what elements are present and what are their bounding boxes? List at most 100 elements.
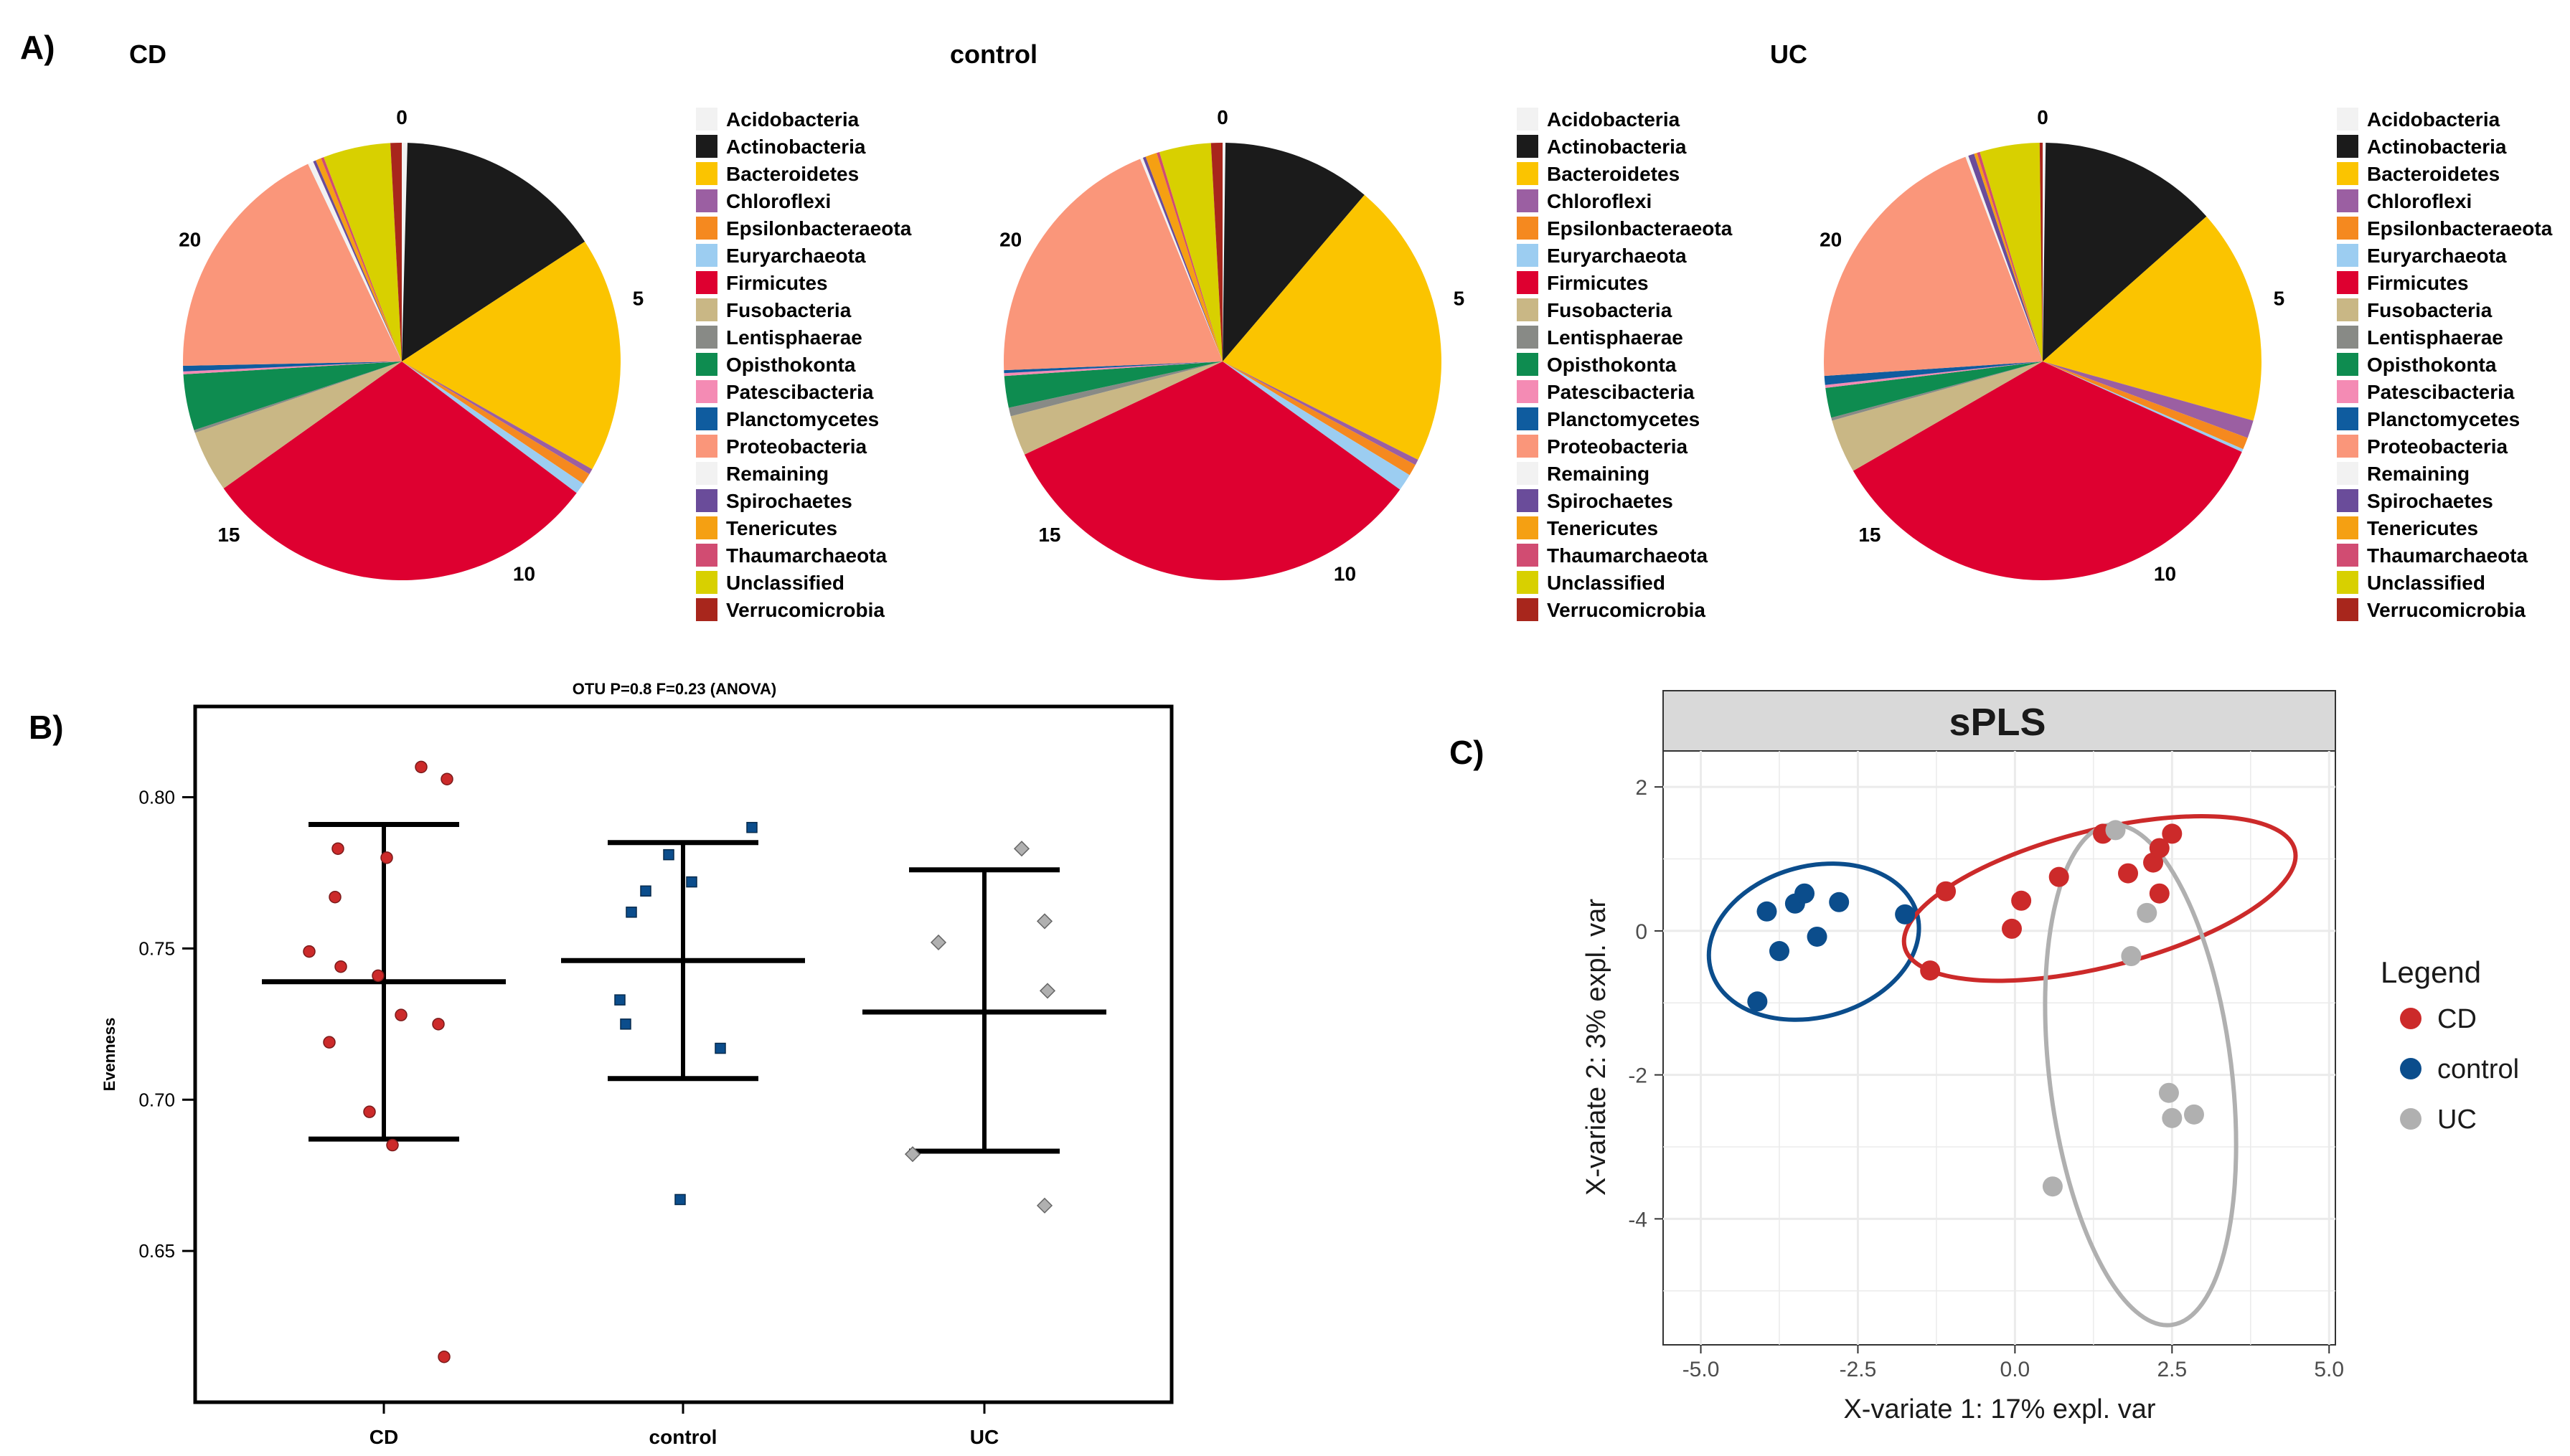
legend-swatch-lentisphaerae — [1517, 326, 1538, 349]
spls-legend-title: Legend — [2381, 955, 2481, 989]
evenness-y-tick-label: 0.70 — [138, 1089, 175, 1110]
pie-slice-bacteroidetes — [1223, 194, 1442, 460]
pie-clock-label: 10 — [2154, 562, 2176, 585]
pie-slice-opisthokonta — [1004, 361, 1223, 408]
pie-slice-euryarchaeota — [2043, 361, 2244, 453]
legend-label-verrucomicrobia: Verrucomicrobia — [2367, 599, 2526, 621]
evenness-point-uc — [930, 934, 947, 951]
evenness-point-control — [663, 848, 674, 861]
legend-swatch-verrucomicrobia — [2337, 598, 2358, 621]
legend-label-unclassified: Unclassified — [726, 572, 844, 594]
legend-swatch-bacteroidetes — [1517, 162, 1538, 185]
spls-point-control — [1794, 883, 1815, 904]
legend-swatch-fusobacteria — [1517, 298, 1538, 321]
legend-swatch-spirochaetes — [1517, 489, 1538, 512]
legend-label-remaining: Remaining — [2367, 463, 2470, 485]
pie-slice-patescibacteria — [1004, 361, 1223, 377]
pie-slice-proteobacteria — [1003, 159, 1223, 371]
spls-y-tick-label: 0 — [1635, 920, 1647, 944]
pie-slice-actinobacteria — [2043, 143, 2207, 361]
legend-label-thaumarchaeota: Thaumarchaeota — [726, 544, 887, 567]
pie-clock-label: 20 — [179, 229, 201, 251]
legend-swatch-unclassified — [2337, 571, 2358, 594]
legend-label-planctomycetes: Planctomycetes — [1547, 408, 1700, 430]
pie-slice-spirochaetes — [313, 160, 402, 361]
legend-label-bacteroidetes: Bacteroidetes — [2367, 163, 2500, 185]
evenness-y-label: Evenness — [100, 1018, 118, 1092]
legend-label-lentisphaerae: Lentisphaerae — [2367, 326, 2503, 349]
pie-slice-thaumarchaeota — [1157, 151, 1223, 362]
evenness-point-cd — [363, 1105, 376, 1118]
legend-swatch-bacteroidetes — [696, 162, 717, 185]
legend-swatch-bacteroidetes — [2337, 162, 2358, 185]
legend-swatch-unclassified — [1517, 571, 1538, 594]
legend-label-lentisphaerae: Lentisphaerae — [1547, 326, 1683, 349]
spls-y-tick-label: -2 — [1628, 1064, 1647, 1088]
legend-swatch-epsilonbacteraeota — [1517, 217, 1538, 240]
legend-swatch-verrucomicrobia — [1517, 598, 1538, 621]
legend-swatch-spirochaetes — [2337, 489, 2358, 512]
spls-point-uc — [2105, 820, 2126, 841]
legend-swatch-spirochaetes — [696, 489, 717, 512]
pie-slice-remaining — [308, 161, 402, 361]
evenness-point-cd — [372, 969, 385, 983]
pie-title: UC — [1770, 39, 1807, 69]
evenness-y-tick-label: 0.75 — [138, 937, 175, 959]
pie-slice-chloroflexi — [402, 361, 593, 475]
legend-label-euryarchaeota: Euryarchaeota — [726, 245, 866, 267]
legend-label-verrucomicrobia: Verrucomicrobia — [726, 599, 885, 621]
pie-slice-actinobacteria — [402, 143, 585, 361]
pie-slice-bacteroidetes — [2043, 216, 2262, 421]
legend-swatch-thaumarchaeota — [1517, 544, 1538, 567]
legend-swatch-chloroflexi — [1517, 189, 1538, 212]
pie-slice-acidobacteria — [2043, 143, 2046, 361]
pie-slice-acidobacteria — [402, 142, 408, 361]
legend-swatch-proteobacteria — [1517, 435, 1538, 458]
legend-label-fusobacteria: Fusobacteria — [1547, 299, 1672, 321]
evenness-point-control — [674, 1193, 686, 1206]
legend-label-spirochaetes: Spirochaetes — [726, 490, 852, 512]
pie-slice-tenericutes — [316, 158, 402, 362]
legend-swatch-planctomycetes — [1517, 407, 1538, 430]
evenness-point-uc — [1013, 841, 1030, 857]
spls-legend-key-uc — [2400, 1108, 2421, 1130]
pie-clock-label: 15 — [1858, 524, 1881, 546]
legend-swatch-planctomycetes — [696, 407, 717, 430]
spls-point-control — [1895, 904, 1916, 925]
evenness-x-tick-label: CD — [370, 1426, 398, 1448]
evenness-point-cd — [331, 842, 344, 855]
pie-slice-opisthokonta — [183, 361, 402, 430]
evenness-point-cd — [334, 960, 347, 973]
pie-slice-spirochaetes — [1968, 153, 2043, 361]
panel-a-label: A) — [20, 29, 55, 66]
evenness-title: OTU P=0.8 F=0.23 (ANOVA) — [573, 680, 776, 698]
spls-x-tick-label: -2.5 — [1840, 1358, 1877, 1381]
pie-slice-lentisphaerae — [194, 361, 402, 433]
pie-chart-uc: UC 0 5 10 15 20 Acidobacteria Actinobacteria Bac… — [1770, 39, 2553, 621]
legend-swatch-firmicutes — [1517, 271, 1538, 294]
legend-label-chloroflexi: Chloroflexi — [726, 190, 831, 212]
legend-swatch-planctomycetes — [2337, 407, 2358, 430]
legend-swatch-firmicutes — [696, 271, 717, 294]
spls-y-tick-label: -4 — [1628, 1208, 1647, 1232]
evenness-point-control — [620, 1018, 631, 1030]
legend-label-firmicutes: Firmicutes — [1547, 272, 1649, 294]
evenness-point-cd — [380, 851, 393, 864]
pie-clock-label: 20 — [999, 229, 1022, 251]
spls-point-cd — [2118, 863, 2139, 884]
spls-point-cd — [1920, 960, 1941, 981]
spls-legend-label-uc: UC — [2437, 1105, 2477, 1135]
legend-label-remaining: Remaining — [726, 463, 829, 485]
evenness-x-tick-label: control — [649, 1426, 717, 1448]
spls-point-cd — [2011, 890, 2032, 911]
spls-x-tick-label: 0.0 — [2000, 1358, 2030, 1381]
spls-x-tick-label: -5.0 — [1682, 1358, 1720, 1381]
spls-legend-label-cd: CD — [2437, 1004, 2477, 1034]
pie-slice-planctomycetes — [1824, 361, 2043, 385]
legend-label-tenericutes: Tenericutes — [2367, 517, 2478, 539]
legend-swatch-opisthokonta — [1517, 353, 1538, 376]
legend-swatch-tenericutes — [2337, 516, 2358, 539]
legend-swatch-actinobacteria — [696, 135, 717, 158]
pie-slice-firmicutes — [223, 361, 577, 581]
legend-label-chloroflexi: Chloroflexi — [1547, 190, 1652, 212]
